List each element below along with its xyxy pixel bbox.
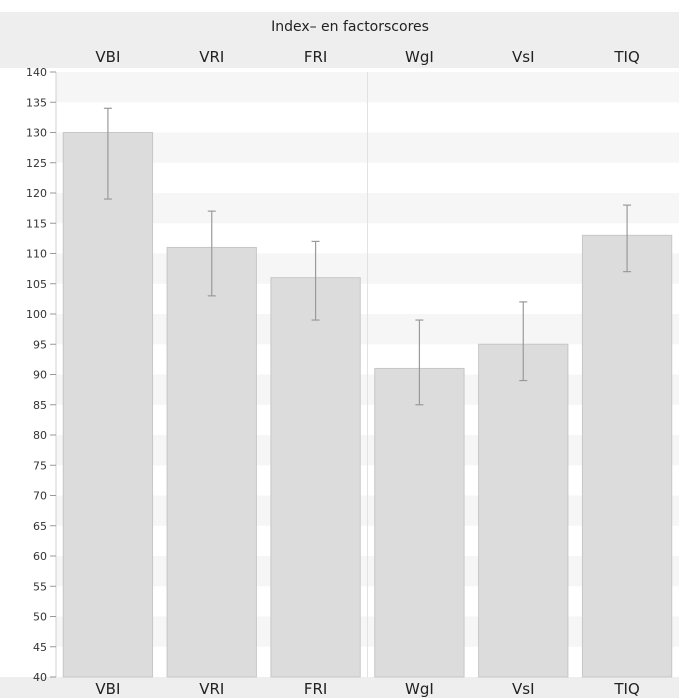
category-label-top-vsi: VsI bbox=[512, 48, 535, 66]
y-tick-label: 60 bbox=[33, 550, 47, 563]
y-tick-label: 95 bbox=[33, 338, 47, 351]
y-tick-label: 115 bbox=[26, 217, 47, 230]
category-label-bottom-tiq: TIQ bbox=[613, 680, 639, 698]
y-tick-label: 130 bbox=[26, 127, 47, 140]
y-tick-label: 80 bbox=[33, 429, 47, 442]
category-label-bottom-wgi: WgI bbox=[405, 680, 434, 698]
y-tick-label: 140 bbox=[26, 66, 47, 79]
y-tick-label: 120 bbox=[26, 187, 47, 200]
bar-fri bbox=[270, 277, 361, 678]
error-bar-tiq bbox=[623, 204, 632, 273]
category-label-bottom-vri: VRI bbox=[199, 680, 224, 698]
category-label-bottom-fri: FRI bbox=[304, 680, 327, 698]
y-tick-label: 90 bbox=[33, 369, 47, 382]
bar-vsi bbox=[478, 343, 569, 678]
y-tick-label: 55 bbox=[33, 580, 47, 593]
y-tick-label: 110 bbox=[26, 248, 47, 261]
bar-wgi bbox=[374, 367, 465, 678]
category-label-top-fri: FRI bbox=[304, 48, 327, 66]
y-tick-label: 125 bbox=[26, 157, 47, 170]
bar-tiq bbox=[581, 234, 673, 678]
error-bar-wgi bbox=[415, 319, 424, 406]
header-band bbox=[0, 12, 679, 68]
error-bar-fri bbox=[311, 240, 320, 321]
category-label-top-vbi: VBI bbox=[95, 48, 120, 66]
error-bar-vsi bbox=[519, 301, 528, 382]
y-tick-label: 85 bbox=[33, 399, 47, 412]
y-tick-label: 135 bbox=[26, 96, 47, 109]
chart-title: Index– en factorscores bbox=[271, 19, 429, 35]
y-tick-label: 105 bbox=[26, 278, 47, 291]
y-tick-label: 100 bbox=[26, 308, 47, 321]
error-bar-vri bbox=[207, 210, 216, 297]
bar-vri bbox=[166, 246, 257, 678]
category-label-top-wgi: WgI bbox=[405, 48, 434, 66]
category-label-top-vri: VRI bbox=[199, 48, 224, 66]
bar-vbi bbox=[62, 132, 154, 678]
y-tick-label: 70 bbox=[33, 490, 47, 503]
y-tick-label: 65 bbox=[33, 520, 47, 533]
footer-band bbox=[0, 677, 679, 698]
category-label-top-tiq: TIQ bbox=[613, 48, 639, 66]
category-label-bottom-vbi: VBI bbox=[95, 680, 120, 698]
y-tick-label: 50 bbox=[33, 611, 47, 624]
error-bar-vbi bbox=[103, 107, 112, 200]
category-label-bottom-vsi: VsI bbox=[512, 680, 535, 698]
y-tick-label: 45 bbox=[33, 641, 47, 654]
y-tick-label: 75 bbox=[33, 459, 47, 472]
y-tick-label: 40 bbox=[33, 671, 47, 684]
